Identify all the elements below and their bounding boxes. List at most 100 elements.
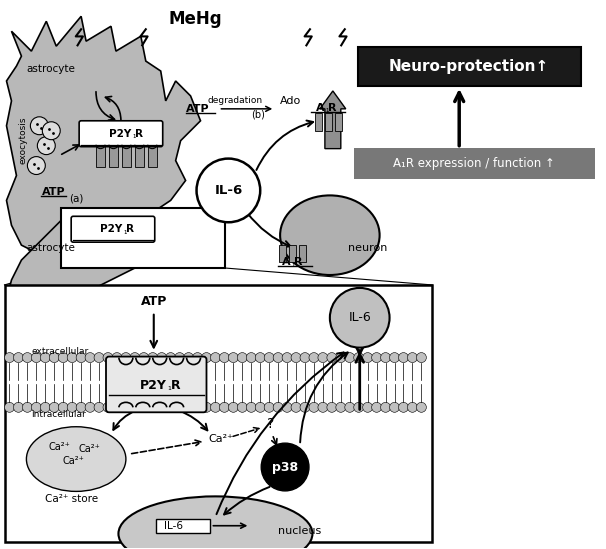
Text: astrocyte: astrocyte (27, 64, 75, 74)
Circle shape (157, 402, 167, 412)
Circle shape (330, 288, 390, 348)
Text: R: R (135, 128, 143, 139)
Circle shape (58, 402, 68, 412)
Bar (335, 113, 342, 131)
Circle shape (228, 402, 238, 412)
Text: extracellular: extracellular (32, 347, 88, 356)
Circle shape (345, 352, 355, 362)
FancyBboxPatch shape (358, 47, 581, 86)
Circle shape (246, 352, 256, 362)
Bar (61, 208, 225, 268)
Circle shape (327, 402, 337, 412)
Text: astrocyte: astrocyte (27, 243, 75, 253)
Circle shape (32, 352, 41, 362)
Circle shape (202, 402, 211, 412)
Circle shape (193, 352, 202, 362)
Circle shape (309, 402, 319, 412)
Circle shape (32, 402, 41, 412)
Circle shape (103, 402, 113, 412)
Circle shape (157, 352, 167, 362)
Circle shape (38, 137, 55, 155)
Circle shape (399, 352, 408, 362)
Circle shape (354, 352, 364, 362)
Circle shape (41, 402, 50, 412)
Text: Ca²⁺: Ca²⁺ (208, 434, 233, 444)
Circle shape (148, 352, 158, 362)
FancyBboxPatch shape (71, 216, 155, 242)
Circle shape (139, 402, 149, 412)
Circle shape (219, 402, 230, 412)
Circle shape (273, 402, 283, 412)
Circle shape (282, 352, 292, 362)
Circle shape (381, 352, 390, 362)
Circle shape (255, 352, 265, 362)
Circle shape (363, 402, 373, 412)
Circle shape (27, 156, 45, 175)
Circle shape (121, 352, 131, 362)
Circle shape (76, 352, 86, 362)
Text: p38: p38 (272, 461, 298, 474)
Bar (135, 144, 144, 166)
Circle shape (282, 402, 292, 412)
Polygon shape (7, 16, 201, 260)
Circle shape (94, 402, 104, 412)
Circle shape (246, 402, 256, 412)
Circle shape (407, 352, 418, 362)
Circle shape (300, 402, 310, 412)
Text: ₁: ₁ (168, 383, 171, 393)
Text: A: A (316, 103, 324, 113)
Text: Ca²⁺: Ca²⁺ (62, 456, 84, 466)
Circle shape (175, 352, 185, 362)
Circle shape (103, 352, 113, 362)
Circle shape (399, 402, 408, 412)
Text: Neuro-protection↑: Neuro-protection↑ (389, 59, 549, 74)
Circle shape (336, 352, 346, 362)
Text: A: A (282, 257, 290, 267)
Text: P2Y: P2Y (109, 128, 131, 139)
Bar (4, 285, 432, 542)
Circle shape (318, 352, 328, 362)
Text: P2Y: P2Y (141, 379, 167, 392)
Circle shape (67, 402, 77, 412)
Text: (b): (b) (251, 110, 265, 120)
Circle shape (193, 402, 202, 412)
Text: IL-6: IL-6 (164, 520, 183, 531)
Circle shape (22, 402, 32, 412)
Circle shape (363, 352, 373, 362)
FancyBboxPatch shape (106, 357, 207, 412)
Circle shape (354, 402, 364, 412)
Bar (156, 519, 210, 533)
Circle shape (130, 402, 140, 412)
Text: A₁R expression / function ↑: A₁R expression / function ↑ (393, 157, 555, 170)
Circle shape (407, 402, 418, 412)
Circle shape (139, 352, 149, 362)
Bar (122, 144, 131, 166)
Text: ₁: ₁ (132, 131, 136, 140)
Bar (315, 113, 322, 131)
Text: ₁: ₁ (325, 105, 328, 114)
Circle shape (371, 352, 382, 362)
Circle shape (148, 402, 158, 412)
Circle shape (273, 352, 283, 362)
FancyArrow shape (320, 91, 346, 149)
Text: neuron: neuron (348, 243, 387, 253)
Circle shape (76, 402, 86, 412)
Circle shape (300, 352, 310, 362)
Text: IL-6: IL-6 (215, 184, 242, 197)
Circle shape (85, 402, 95, 412)
Circle shape (165, 402, 176, 412)
Circle shape (371, 402, 382, 412)
Circle shape (264, 352, 274, 362)
Circle shape (291, 352, 301, 362)
Circle shape (184, 402, 193, 412)
Circle shape (390, 402, 399, 412)
Text: (a): (a) (69, 193, 84, 203)
Circle shape (13, 402, 24, 412)
FancyBboxPatch shape (79, 121, 163, 147)
Circle shape (175, 402, 185, 412)
Bar (109, 144, 118, 166)
Text: P2Y: P2Y (100, 224, 122, 234)
Circle shape (4, 402, 15, 412)
Circle shape (210, 352, 221, 362)
Text: IL-6: IL-6 (348, 311, 371, 324)
